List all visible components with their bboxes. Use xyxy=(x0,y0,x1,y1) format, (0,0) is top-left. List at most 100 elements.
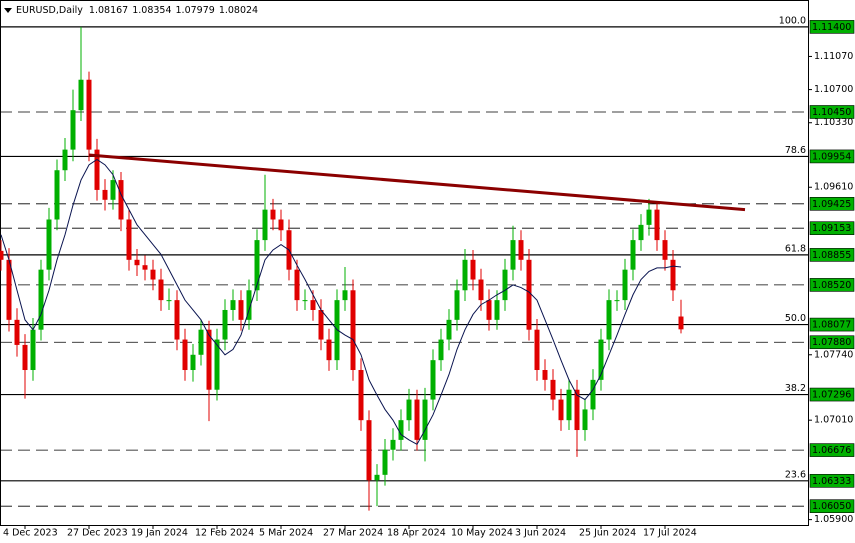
candle-body xyxy=(78,79,84,111)
price-box-label: 1.08077 xyxy=(812,320,851,331)
x-tick-label: 3 Jun 2024 xyxy=(515,528,566,539)
y-tick-label: 1.10330 xyxy=(814,117,853,128)
candle-body xyxy=(470,259,476,280)
fib-label: 50.0 xyxy=(785,313,806,324)
candle-body xyxy=(222,309,228,340)
x-tick-label: 10 May 2024 xyxy=(451,528,513,539)
candle-body xyxy=(206,329,212,390)
candle-body xyxy=(230,300,236,310)
price-box xyxy=(809,248,855,262)
candle-body xyxy=(510,240,516,270)
price-box-label: 1.07296 xyxy=(812,390,851,401)
price-box xyxy=(809,278,855,292)
open-price: 1.08167 xyxy=(89,5,128,16)
x-tick-label: 17 Jul 2024 xyxy=(643,528,697,539)
price-box xyxy=(809,20,855,34)
price-box-label: 1.06050 xyxy=(812,501,851,512)
candle-body xyxy=(278,219,284,231)
candle-body xyxy=(246,290,252,320)
candle-body xyxy=(342,290,348,301)
close-price: 1.08024 xyxy=(219,5,258,16)
candle-body xyxy=(70,110,76,150)
fib-label: 100.0 xyxy=(779,15,806,26)
price-box-label: 1.09954 xyxy=(812,151,851,162)
x-tick-label: 19 Jan 2024 xyxy=(131,528,188,539)
candle-body xyxy=(310,300,316,310)
price-box-label: 1.11400 xyxy=(812,22,851,33)
candle-body xyxy=(614,300,620,302)
candle-body xyxy=(478,279,484,301)
candle-body xyxy=(438,339,444,361)
x-tick-label: 25 Jun 2024 xyxy=(579,528,636,539)
candle-body xyxy=(502,269,508,301)
x-tick-label: 5 Mar 2024 xyxy=(259,528,313,539)
candle-body xyxy=(606,300,612,340)
candle-body xyxy=(190,354,196,371)
candle-body xyxy=(150,269,156,280)
candle-body xyxy=(166,300,172,302)
low-price: 1.07979 xyxy=(176,5,215,16)
fib-label: 78.6 xyxy=(785,145,806,156)
candle-body xyxy=(62,149,68,171)
price-box-label: 1.06333 xyxy=(812,476,851,487)
candle-body xyxy=(86,79,92,150)
candle-body xyxy=(182,339,188,371)
candle-body xyxy=(622,269,628,301)
candle-body xyxy=(422,399,428,440)
candle-body xyxy=(662,240,668,260)
price-box-label: 1.09153 xyxy=(812,223,851,234)
candle-body xyxy=(270,209,276,220)
fib-label: 38.2 xyxy=(785,383,806,394)
candle-body xyxy=(462,259,468,291)
price-box xyxy=(809,221,855,235)
candle-body xyxy=(542,370,548,380)
candle-body xyxy=(366,420,372,481)
candle-body xyxy=(238,300,244,320)
x-tick-label: 27 Mar 2024 xyxy=(323,528,383,539)
candle-body xyxy=(254,240,260,291)
price-box-label: 1.10450 xyxy=(812,107,851,118)
candle-body xyxy=(654,209,660,241)
trendline xyxy=(88,153,746,212)
candle-body xyxy=(518,240,524,260)
candle-body xyxy=(118,180,124,220)
candle-body xyxy=(638,224,644,241)
fib-label: 23.6 xyxy=(785,469,806,480)
candle-body xyxy=(430,360,436,400)
y-tick-label: 1.07740 xyxy=(814,349,853,360)
candle-body xyxy=(566,389,572,421)
candle-body xyxy=(22,344,28,371)
candle-body xyxy=(454,290,460,320)
price-box xyxy=(809,149,855,164)
candle-body xyxy=(670,259,676,291)
candle-body xyxy=(590,379,596,410)
price-box-label: 1.06676 xyxy=(812,445,851,456)
candle-body xyxy=(414,399,420,440)
y-tick-label: 1.10700 xyxy=(814,84,853,95)
candle-body xyxy=(390,439,396,450)
x-tick-label: 27 Dec 2023 xyxy=(67,528,128,539)
candle-body xyxy=(486,300,492,320)
candle-body xyxy=(214,339,220,390)
candle-body xyxy=(574,389,580,431)
y-tick-label: 1.09610 xyxy=(814,182,853,193)
price-box xyxy=(809,387,855,402)
candle-body xyxy=(142,265,148,270)
candle-body xyxy=(30,329,36,371)
menu-arrow[interactable] xyxy=(4,8,12,13)
candle-body xyxy=(326,339,332,361)
candle-body xyxy=(630,240,636,270)
candle-body xyxy=(302,300,308,302)
candle-body xyxy=(558,399,564,421)
y-tick-label: 1.07010 xyxy=(814,415,853,426)
price-box-label: 1.08520 xyxy=(812,280,851,291)
price-box-label: 1.08855 xyxy=(812,250,851,261)
candle-body xyxy=(382,449,388,475)
high-price: 1.08354 xyxy=(132,5,171,16)
candle-body xyxy=(526,259,532,330)
moving-average xyxy=(0,158,682,446)
candle-body xyxy=(406,399,412,421)
candle-body xyxy=(94,149,100,190)
plot-frame xyxy=(0,0,809,526)
